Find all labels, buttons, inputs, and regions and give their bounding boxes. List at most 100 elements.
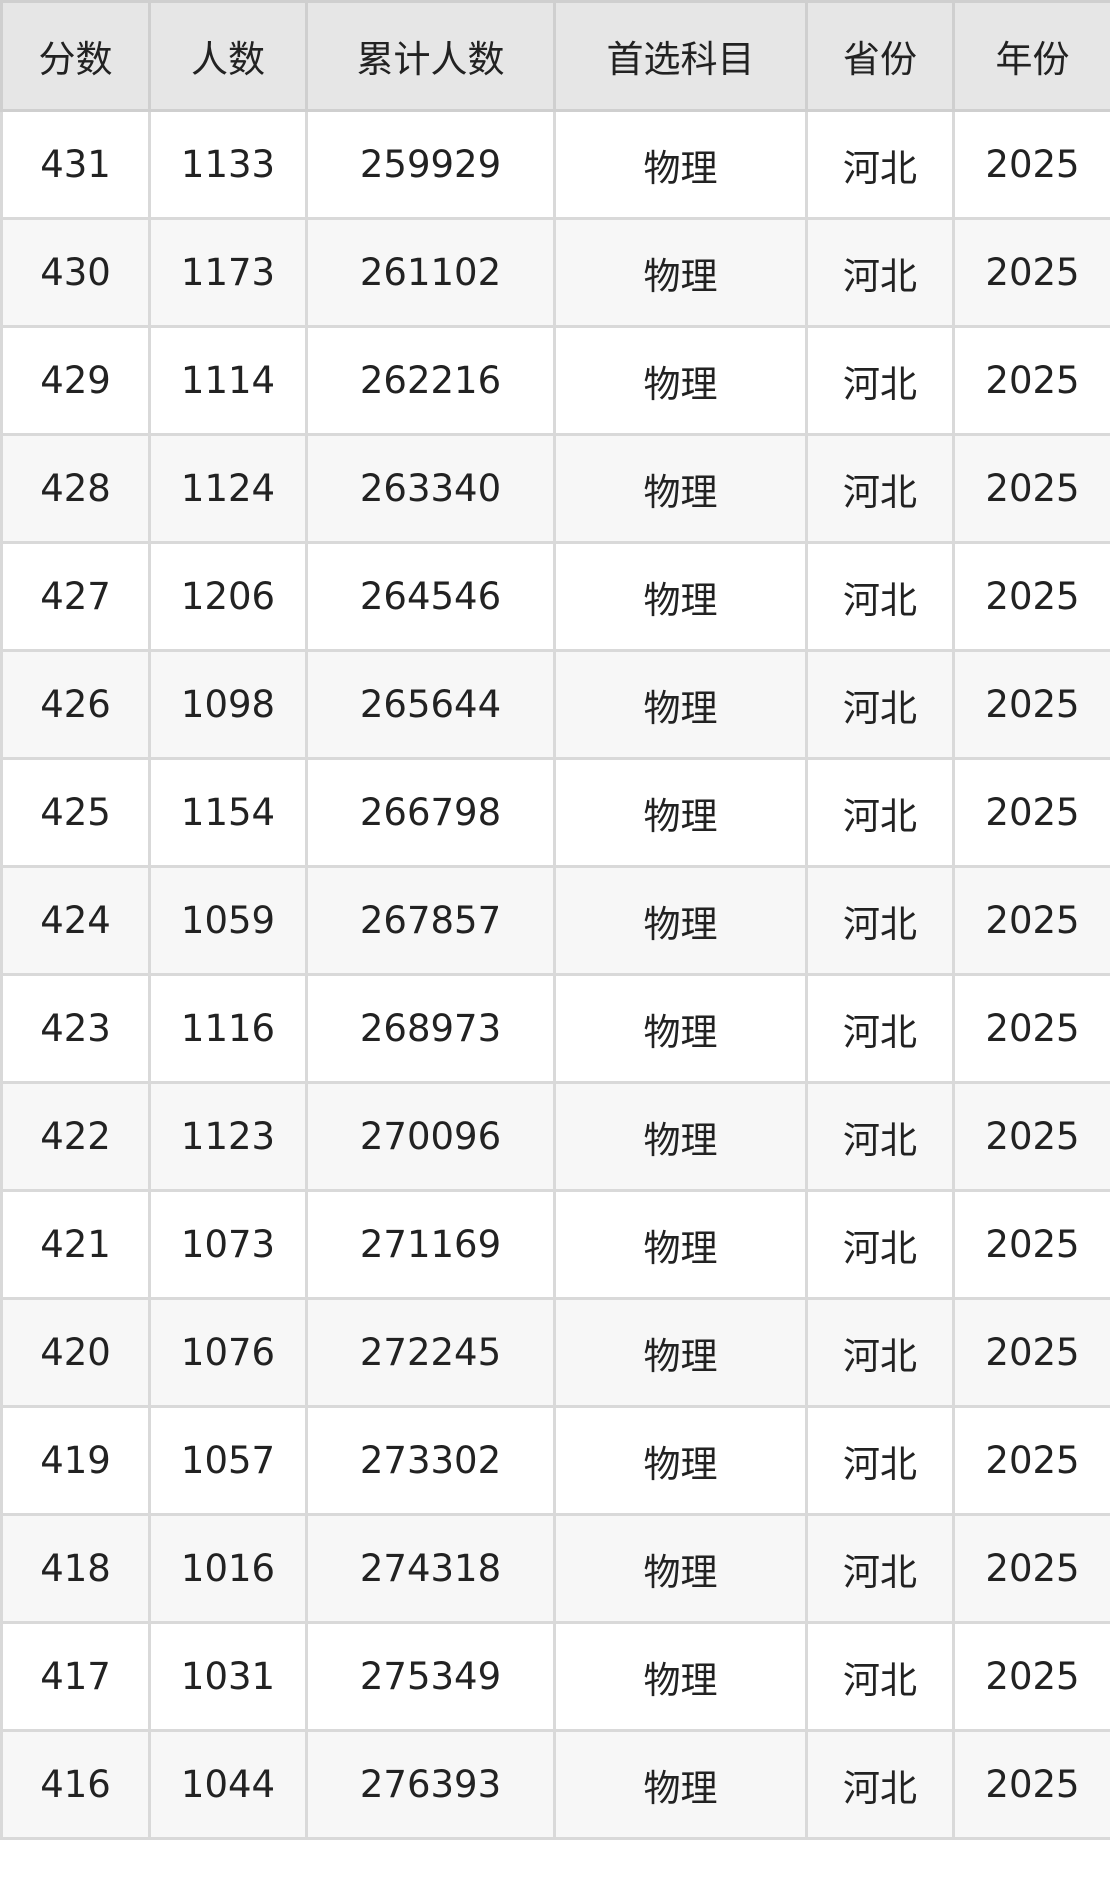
cell-province: 河北 bbox=[805, 1729, 955, 1840]
cell-subject: 物理 bbox=[553, 973, 808, 1084]
table-row: 430 1173 261102 物理 河北 2025 bbox=[0, 217, 1110, 328]
cell-province: 河北 bbox=[805, 1513, 955, 1624]
table-row: 417 1031 275349 物理 河北 2025 bbox=[0, 1621, 1110, 1732]
cell-cumulative-count: 268973 bbox=[305, 973, 556, 1084]
cell-count: 1098 bbox=[148, 649, 308, 760]
cell-score: 429 bbox=[0, 325, 151, 436]
table-row: 428 1124 263340 物理 河北 2025 bbox=[0, 433, 1110, 544]
cell-province: 河北 bbox=[805, 541, 955, 652]
cell-count: 1031 bbox=[148, 1621, 308, 1732]
cell-year: 2025 bbox=[952, 1729, 1110, 1840]
table-row: 431 1133 259929 物理 河北 2025 bbox=[0, 109, 1110, 220]
cell-score: 420 bbox=[0, 1297, 151, 1408]
cell-count: 1044 bbox=[148, 1729, 308, 1840]
cell-cumulative-count: 266798 bbox=[305, 757, 556, 868]
cell-year: 2025 bbox=[952, 1189, 1110, 1300]
table-row: 419 1057 273302 物理 河北 2025 bbox=[0, 1405, 1110, 1516]
cell-cumulative-count: 271169 bbox=[305, 1189, 556, 1300]
cell-cumulative-count: 259929 bbox=[305, 109, 556, 220]
table-row: 422 1123 270096 物理 河北 2025 bbox=[0, 1081, 1110, 1192]
table-row: 424 1059 267857 物理 河北 2025 bbox=[0, 865, 1110, 976]
cell-subject: 物理 bbox=[553, 541, 808, 652]
cell-year: 2025 bbox=[952, 973, 1110, 1084]
table-row: 425 1154 266798 物理 河北 2025 bbox=[0, 757, 1110, 868]
cell-score: 430 bbox=[0, 217, 151, 328]
cell-province: 河北 bbox=[805, 217, 955, 328]
cell-subject: 物理 bbox=[553, 757, 808, 868]
cell-province: 河北 bbox=[805, 1621, 955, 1732]
cell-cumulative-count: 263340 bbox=[305, 433, 556, 544]
cell-subject: 物理 bbox=[553, 865, 808, 976]
cell-count: 1114 bbox=[148, 325, 308, 436]
cell-subject: 物理 bbox=[553, 1189, 808, 1300]
cell-province: 河北 bbox=[805, 325, 955, 436]
cell-subject: 物理 bbox=[553, 433, 808, 544]
cell-count: 1016 bbox=[148, 1513, 308, 1624]
cell-score: 421 bbox=[0, 1189, 151, 1300]
cell-cumulative-count: 262216 bbox=[305, 325, 556, 436]
cell-year: 2025 bbox=[952, 325, 1110, 436]
column-header-province: 省份 bbox=[805, 0, 955, 112]
cell-province: 河北 bbox=[805, 865, 955, 976]
column-header-count: 人数 bbox=[148, 0, 308, 112]
cell-subject: 物理 bbox=[553, 217, 808, 328]
cell-cumulative-count: 273302 bbox=[305, 1405, 556, 1516]
cell-score: 419 bbox=[0, 1405, 151, 1516]
cell-score: 424 bbox=[0, 865, 151, 976]
cell-count: 1076 bbox=[148, 1297, 308, 1408]
table-row: 426 1098 265644 物理 河北 2025 bbox=[0, 649, 1110, 760]
cell-year: 2025 bbox=[952, 109, 1110, 220]
cell-province: 河北 bbox=[805, 973, 955, 1084]
cell-cumulative-count: 270096 bbox=[305, 1081, 556, 1192]
cell-subject: 物理 bbox=[553, 1729, 808, 1840]
table-row: 420 1076 272245 物理 河北 2025 bbox=[0, 1297, 1110, 1408]
cell-province: 河北 bbox=[805, 649, 955, 760]
cell-year: 2025 bbox=[952, 433, 1110, 544]
cell-year: 2025 bbox=[952, 1297, 1110, 1408]
table-row: 429 1114 262216 物理 河北 2025 bbox=[0, 325, 1110, 436]
cell-subject: 物理 bbox=[553, 1297, 808, 1408]
cell-year: 2025 bbox=[952, 1621, 1110, 1732]
column-header-subject: 首选科目 bbox=[553, 0, 808, 112]
cell-year: 2025 bbox=[952, 1081, 1110, 1192]
cell-subject: 物理 bbox=[553, 649, 808, 760]
cell-count: 1057 bbox=[148, 1405, 308, 1516]
cell-count: 1173 bbox=[148, 217, 308, 328]
column-header-year: 年份 bbox=[952, 0, 1110, 112]
table-row: 418 1016 274318 物理 河北 2025 bbox=[0, 1513, 1110, 1624]
cell-score: 427 bbox=[0, 541, 151, 652]
cell-count: 1123 bbox=[148, 1081, 308, 1192]
column-header-score: 分数 bbox=[0, 0, 151, 112]
cell-province: 河北 bbox=[805, 1189, 955, 1300]
cell-province: 河北 bbox=[805, 1405, 955, 1516]
cell-cumulative-count: 275349 bbox=[305, 1621, 556, 1732]
cell-subject: 物理 bbox=[553, 325, 808, 436]
cell-score: 418 bbox=[0, 1513, 151, 1624]
cell-province: 河北 bbox=[805, 1081, 955, 1192]
cell-cumulative-count: 265644 bbox=[305, 649, 556, 760]
cell-province: 河北 bbox=[805, 433, 955, 544]
cell-score: 431 bbox=[0, 109, 151, 220]
cell-year: 2025 bbox=[952, 217, 1110, 328]
cell-year: 2025 bbox=[952, 649, 1110, 760]
table-header-row: 分数 人数 累计人数 首选科目 省份 年份 bbox=[0, 0, 1110, 112]
cell-province: 河北 bbox=[805, 757, 955, 868]
cell-count: 1124 bbox=[148, 433, 308, 544]
cell-score: 426 bbox=[0, 649, 151, 760]
cell-score: 425 bbox=[0, 757, 151, 868]
cell-cumulative-count: 264546 bbox=[305, 541, 556, 652]
cell-province: 河北 bbox=[805, 109, 955, 220]
table-row: 416 1044 276393 物理 河北 2025 bbox=[0, 1729, 1110, 1840]
cell-province: 河北 bbox=[805, 1297, 955, 1408]
cell-score: 428 bbox=[0, 433, 151, 544]
cell-count: 1206 bbox=[148, 541, 308, 652]
cell-score: 423 bbox=[0, 973, 151, 1084]
cell-year: 2025 bbox=[952, 541, 1110, 652]
column-header-cumulative-count: 累计人数 bbox=[305, 0, 556, 112]
cell-subject: 物理 bbox=[553, 1621, 808, 1732]
cell-cumulative-count: 267857 bbox=[305, 865, 556, 976]
cell-score: 422 bbox=[0, 1081, 151, 1192]
cell-count: 1154 bbox=[148, 757, 308, 868]
cell-subject: 物理 bbox=[553, 1513, 808, 1624]
score-distribution-table: 分数 人数 累计人数 首选科目 省份 年份 431 1133 259929 物理 河北 2025 43… bbox=[0, 0, 1110, 1840]
